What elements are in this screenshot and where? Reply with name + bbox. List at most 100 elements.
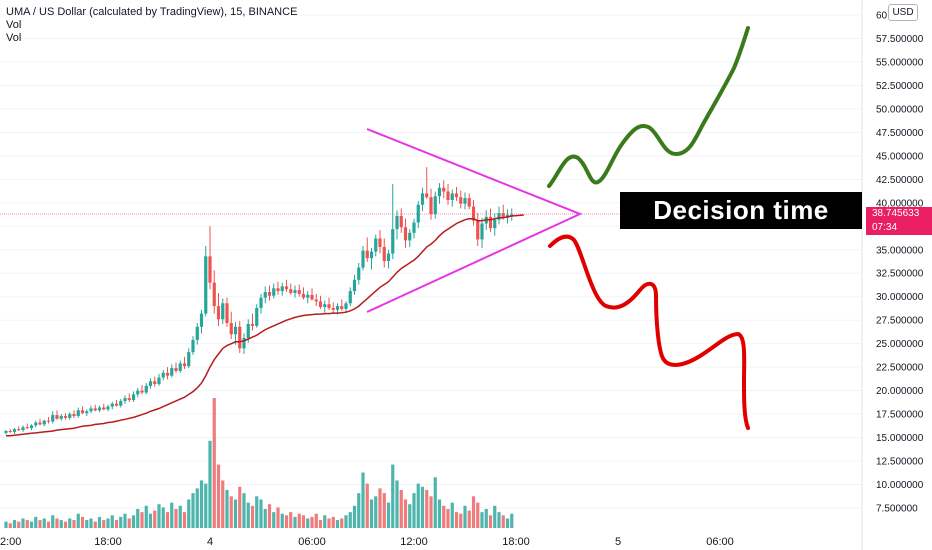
volume-bar xyxy=(297,513,301,528)
volume-bar xyxy=(51,515,55,528)
candle-body xyxy=(480,223,484,240)
candle-body xyxy=(46,420,51,422)
candle-body xyxy=(8,430,12,432)
price-tick-label: 7.500000 xyxy=(876,504,918,515)
volume-bar xyxy=(114,520,119,528)
volume-bar xyxy=(76,513,80,528)
candle-body xyxy=(446,191,450,200)
volume-bar xyxy=(272,512,276,528)
volume-bar xyxy=(408,504,412,528)
candle-body xyxy=(187,352,191,367)
volume-bar xyxy=(187,499,191,528)
volume-bar xyxy=(238,486,242,528)
candle-body xyxy=(51,415,55,422)
volume-bar xyxy=(46,521,51,528)
volume-bar xyxy=(310,516,314,528)
volume-indicator-label[interactable]: Vol xyxy=(6,32,22,44)
volume-bar xyxy=(340,518,344,528)
candle-body xyxy=(463,198,467,204)
candle-body xyxy=(178,363,182,371)
candle-body xyxy=(429,197,433,215)
price-tick-label: 42.500000 xyxy=(876,175,924,186)
candle-body xyxy=(233,326,238,335)
symmetric-triangle-drawing xyxy=(366,128,583,313)
candle-body xyxy=(42,420,46,425)
time-tick-label: 2:00 xyxy=(0,536,21,548)
volume-bar xyxy=(212,398,216,528)
volume-bar xyxy=(246,502,250,528)
volume-bar xyxy=(289,512,293,528)
candle-body xyxy=(420,193,425,205)
candle-countdown: 07:34 xyxy=(872,222,898,233)
current-price-value: 38.745633 xyxy=(872,208,920,219)
volume-bar xyxy=(284,515,289,528)
volume-bar xyxy=(38,520,42,528)
candle-body xyxy=(80,410,85,414)
volume-bar xyxy=(191,493,195,528)
volume-bar xyxy=(195,488,199,528)
candle-body xyxy=(114,403,119,406)
candle-body xyxy=(433,196,437,215)
candle-body xyxy=(93,408,97,411)
volume-bar xyxy=(229,496,233,528)
volume-bar xyxy=(140,512,144,528)
volume-bar xyxy=(420,486,425,528)
volume-bar xyxy=(442,505,446,528)
volume-bar xyxy=(446,508,450,528)
candle-body xyxy=(225,303,229,324)
price-tick-label: 25.000000 xyxy=(876,339,924,350)
price-tick-label: 32.500000 xyxy=(876,269,924,280)
candle-body xyxy=(416,204,420,223)
price-tick-label: 45.000000 xyxy=(876,151,924,162)
candle-body xyxy=(391,229,395,254)
volume-bar xyxy=(170,502,174,528)
current-price-tag: 38.745633 07:34 xyxy=(866,207,932,235)
candle-body xyxy=(340,306,344,309)
volume-bar xyxy=(148,513,153,528)
volume-bar xyxy=(221,480,225,528)
candle-body xyxy=(204,256,208,314)
candle-body xyxy=(242,338,246,349)
candle-body xyxy=(488,216,493,229)
volume-bar xyxy=(484,508,488,528)
volume-bar xyxy=(25,520,29,528)
volume-bar xyxy=(80,516,85,528)
candle-body xyxy=(144,385,148,393)
candlesticks xyxy=(4,167,514,435)
candle-body xyxy=(195,326,199,340)
candle-body xyxy=(153,381,157,385)
price-tick-label: 52.500000 xyxy=(876,81,924,92)
volume-indicator-label[interactable]: Vol xyxy=(6,19,22,31)
candle-body xyxy=(408,232,412,241)
volume-bar xyxy=(4,521,8,528)
candle-body xyxy=(497,213,501,220)
volume-bar xyxy=(250,505,255,528)
candle-body xyxy=(412,222,416,233)
volume-bar xyxy=(72,520,76,528)
price-tick-label: 20.000000 xyxy=(876,386,924,397)
candle-body xyxy=(170,368,174,376)
price-tick-label: 12.500000 xyxy=(876,457,924,468)
currency-badge[interactable]: USD xyxy=(888,4,918,21)
volume-bar xyxy=(433,477,437,528)
volume-bar xyxy=(476,502,480,528)
volume-bar xyxy=(182,512,187,528)
candle-body xyxy=(123,398,127,401)
volume-bar xyxy=(293,516,297,528)
price-tick-label: 27.500000 xyxy=(876,316,924,327)
candle-body xyxy=(21,427,25,431)
candle-body xyxy=(459,197,463,204)
volume-bar xyxy=(123,513,127,528)
candle-body xyxy=(437,187,442,197)
volume-bar xyxy=(267,504,272,528)
candle-body xyxy=(165,372,170,376)
candle-body xyxy=(301,293,306,298)
time-tick-label: 4 xyxy=(207,536,213,548)
candle-body xyxy=(289,289,293,293)
time-tick-label: 06:00 xyxy=(298,536,326,548)
candle-body xyxy=(335,306,340,310)
volume-bar xyxy=(454,512,459,528)
candle-body xyxy=(374,238,378,252)
time-tick-label: 5 xyxy=(615,536,621,548)
